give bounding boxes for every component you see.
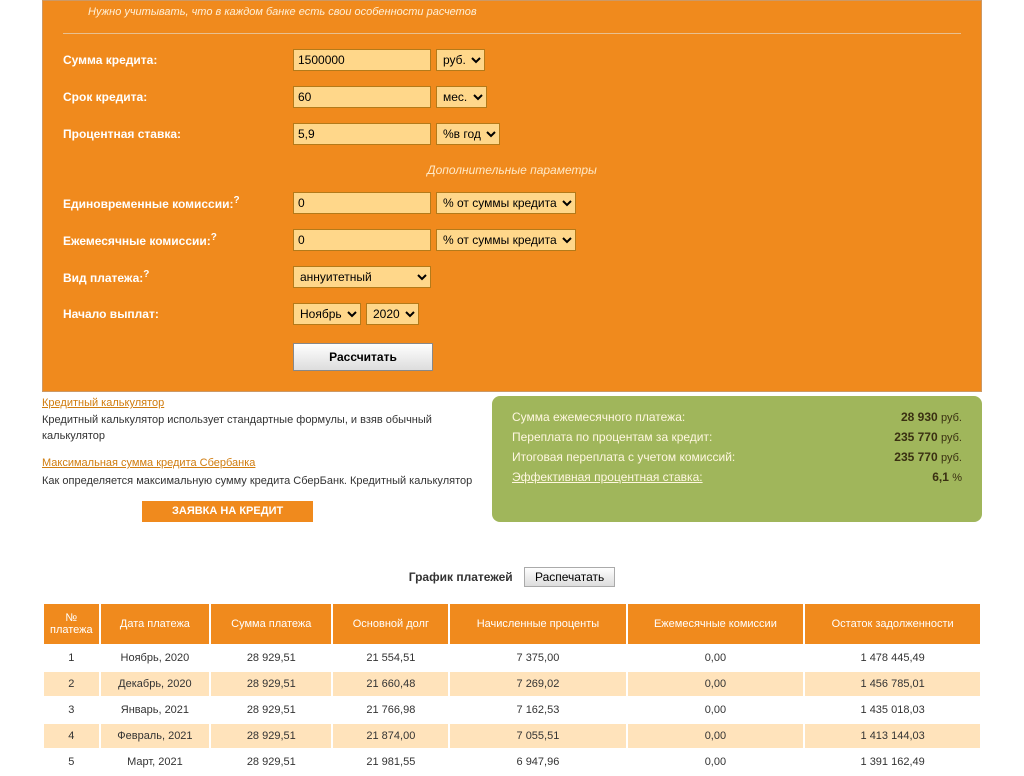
amount-input[interactable]	[293, 49, 431, 71]
field-monthly: Ежемесячные комиссии:? % от суммы кредит…	[63, 229, 961, 251]
apply-button[interactable]: ЗАЯВКА НА КРЕДИТ	[142, 501, 313, 522]
link-maxsum-desc: Как определяется максимальную сумму кред…	[42, 474, 482, 489]
sum-total-label: Итоговая переплата с учетом комиссий:	[512, 450, 735, 464]
sum-total-value: 235 770	[894, 450, 937, 464]
links-column: Кредитный калькулятор Кредитный калькуля…	[42, 396, 482, 522]
link-calc[interactable]: Кредитный калькулятор	[42, 397, 164, 409]
monthly-input[interactable]	[293, 229, 431, 251]
term-label: Срок кредита:	[63, 90, 293, 104]
rate-label: Процентная ставка:	[63, 127, 293, 141]
sum-monthly-label: Сумма ежемесячного платежа:	[512, 410, 685, 424]
summary-box: Сумма ежемесячного платежа: 28 930 руб. …	[492, 396, 982, 522]
schedule-col-4: Начисленные проценты	[450, 604, 625, 644]
onetime-label: Единовременные комиссии:?	[63, 195, 293, 211]
field-rate: Процентная ставка: %в год	[63, 123, 961, 145]
table-row: 3Январь, 202128 929,5121 766,987 162,530…	[44, 698, 980, 722]
rate-unit-select[interactable]: %в год	[436, 123, 500, 145]
schedule-col-1: Дата платежа	[101, 604, 210, 644]
table-row: 1Ноябрь, 202028 929,5121 554,517 375,000…	[44, 646, 980, 670]
start-label: Начало выплат:	[63, 307, 293, 321]
amount-label: Сумма кредита:	[63, 53, 293, 67]
type-select[interactable]: аннуитетный	[293, 266, 431, 288]
schedule-title: График платежей	[409, 570, 513, 584]
sum-eff-label: Эффективная процентная ставка:	[512, 470, 703, 484]
link-calc-desc: Кредитный калькулятор использует стандар…	[42, 413, 482, 444]
onetime-input[interactable]	[293, 192, 431, 214]
monthly-label: Ежемесячные комиссии:?	[63, 232, 293, 248]
table-row: 5Март, 202128 929,5121 981,556 947,960,0…	[44, 750, 980, 774]
schedule-col-0: № платежа	[44, 604, 99, 644]
schedule-col-6: Остаток задолженности	[805, 604, 980, 644]
calculate-button[interactable]: Рассчитать	[293, 343, 433, 371]
field-term: Срок кредита: мес.	[63, 86, 961, 108]
start-year-select[interactable]: 2020	[366, 303, 419, 325]
below-row: Кредитный калькулятор Кредитный калькуля…	[42, 396, 982, 522]
link-maxsum[interactable]: Максимальная сумма кредита Сбербанка	[42, 457, 255, 469]
print-button[interactable]: Распечатать	[524, 567, 615, 587]
term-input[interactable]	[293, 86, 431, 108]
sum-overpay-value: 235 770	[894, 430, 937, 444]
schedule-table: № платежаДата платежаСумма платежаОсновн…	[42, 602, 982, 776]
sum-eff-value: 6,1	[932, 470, 949, 484]
schedule-col-3: Основной долг	[333, 604, 448, 644]
extra-params-heading: Дополнительные параметры	[63, 163, 961, 177]
field-amount: Сумма кредита: руб.	[63, 49, 961, 71]
sum-monthly-value: 28 930	[901, 410, 938, 424]
monthly-unit-select[interactable]: % от суммы кредита	[436, 229, 576, 251]
field-onetime: Единовременные комиссии:? % от суммы кре…	[63, 192, 961, 214]
table-row: 2Декабрь, 202028 929,5121 660,487 269,02…	[44, 672, 980, 696]
table-row: 4Февраль, 202128 929,5121 874,007 055,51…	[44, 724, 980, 748]
rate-input[interactable]	[293, 123, 431, 145]
term-unit-select[interactable]: мес.	[436, 86, 487, 108]
onetime-unit-select[interactable]: % от суммы кредита	[436, 192, 576, 214]
start-month-select[interactable]: Ноябрь	[293, 303, 361, 325]
amount-unit-select[interactable]: руб.	[436, 49, 485, 71]
type-label: Вид платежа:?	[63, 269, 293, 285]
schedule-col-5: Ежемесячные комиссии	[628, 604, 804, 644]
field-type: Вид платежа:? аннуитетный	[63, 266, 961, 288]
schedule-col-2: Сумма платежа	[211, 604, 331, 644]
sum-overpay-label: Переплата по процентам за кредит:	[512, 430, 712, 444]
warning-text: Нужно учитывать, что в каждом банке есть…	[63, 1, 961, 34]
field-start: Начало выплат: Ноябрь 2020	[63, 303, 961, 325]
calculator-panel: Нужно учитывать, что в каждом банке есть…	[42, 0, 982, 392]
schedule-header: График платежей Распечатать	[42, 567, 982, 587]
